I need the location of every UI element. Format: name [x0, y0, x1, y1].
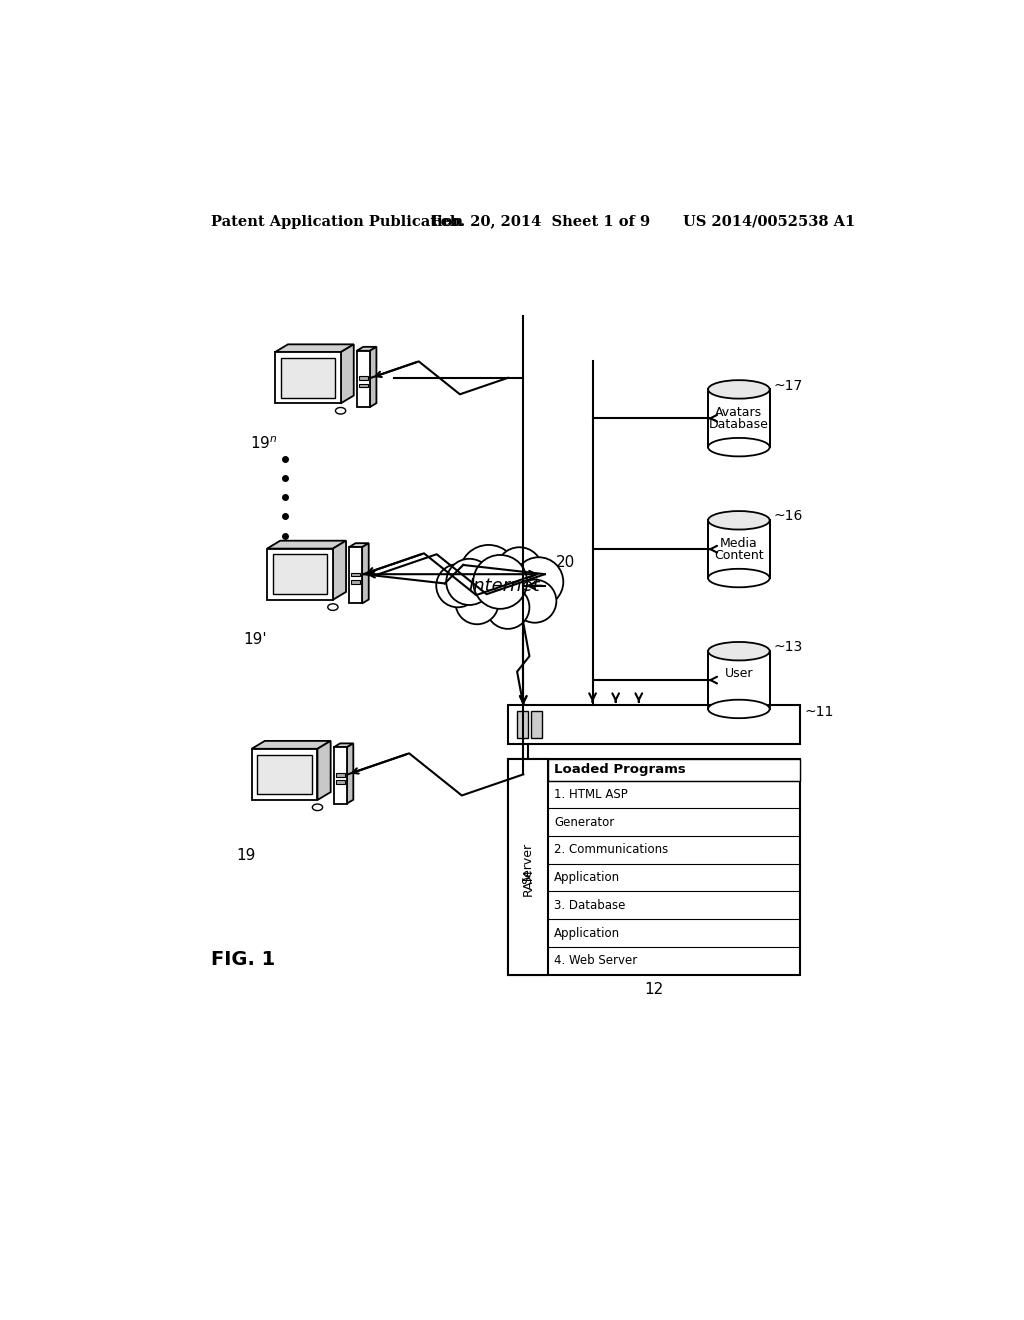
Polygon shape [356, 347, 377, 351]
Bar [252, 748, 317, 800]
Ellipse shape [708, 700, 770, 718]
Text: Media: Media [720, 536, 758, 549]
Ellipse shape [328, 603, 338, 610]
Ellipse shape [708, 569, 770, 587]
Bar [356, 351, 370, 407]
Circle shape [514, 557, 563, 607]
Bar [349, 546, 362, 603]
Bar [274, 352, 341, 404]
Text: 3. Database: 3. Database [554, 899, 626, 912]
Text: User: User [725, 668, 753, 680]
Text: $19^n$: $19^n$ [250, 436, 278, 451]
Text: 1. HTML ASP: 1. HTML ASP [554, 788, 628, 801]
Bar [708, 651, 770, 709]
Bar [548, 759, 801, 780]
Polygon shape [347, 743, 353, 804]
Bar [708, 389, 770, 447]
Text: US 2014/0052538 A1: US 2014/0052538 A1 [683, 215, 856, 228]
Ellipse shape [312, 804, 323, 810]
Text: Application: Application [554, 871, 621, 884]
Bar [351, 573, 360, 577]
Text: ~13: ~13 [773, 640, 803, 655]
Bar [267, 549, 333, 599]
Bar [708, 520, 770, 578]
Polygon shape [317, 741, 331, 800]
Text: RAM: RAM [521, 869, 535, 896]
Polygon shape [362, 544, 369, 603]
Ellipse shape [708, 642, 770, 660]
Bar [272, 554, 327, 594]
Ellipse shape [708, 438, 770, 457]
Bar [508, 759, 801, 974]
Circle shape [436, 564, 479, 607]
Text: ~16: ~16 [773, 510, 803, 524]
Bar [334, 747, 347, 804]
Text: Server: Server [521, 842, 535, 883]
Ellipse shape [336, 408, 346, 414]
Bar [336, 780, 344, 784]
Text: Patent Application Publication: Patent Application Publication [211, 215, 464, 228]
Text: Feb. 20, 2014  Sheet 1 of 9: Feb. 20, 2014 Sheet 1 of 9 [431, 215, 650, 228]
Polygon shape [274, 345, 353, 352]
Polygon shape [334, 743, 353, 747]
Circle shape [446, 558, 493, 605]
Ellipse shape [708, 380, 770, 399]
Text: 19': 19' [244, 632, 267, 647]
Bar [257, 755, 311, 795]
Bar [358, 384, 368, 387]
Polygon shape [252, 741, 331, 748]
Circle shape [513, 579, 556, 623]
Circle shape [473, 554, 527, 609]
Text: FIG. 1: FIG. 1 [211, 949, 275, 969]
Text: Internet: Internet [468, 577, 540, 595]
Text: Application: Application [554, 927, 621, 940]
Bar [281, 358, 335, 397]
Text: ~17: ~17 [773, 379, 803, 392]
Polygon shape [333, 541, 346, 599]
Text: ~11: ~11 [804, 705, 834, 719]
Text: Loaded Programs: Loaded Programs [554, 763, 686, 776]
Text: Generator: Generator [554, 816, 614, 829]
Bar [351, 579, 360, 583]
Polygon shape [349, 544, 369, 546]
Text: Avatars: Avatars [716, 405, 763, 418]
Bar [358, 376, 368, 380]
Circle shape [486, 586, 529, 628]
Bar [508, 705, 801, 743]
Bar [531, 711, 542, 738]
Bar [336, 774, 344, 776]
Text: 12: 12 [644, 982, 664, 998]
Polygon shape [341, 345, 353, 404]
Text: Database: Database [709, 418, 769, 430]
Circle shape [497, 548, 543, 594]
Text: Content: Content [714, 549, 764, 562]
Text: 4. Web Server: 4. Web Server [554, 954, 637, 968]
Bar [517, 711, 528, 738]
Text: 19: 19 [237, 847, 256, 863]
Ellipse shape [708, 511, 770, 529]
Circle shape [460, 545, 518, 603]
Text: 2. Communications: 2. Communications [554, 843, 669, 857]
Bar [508, 759, 548, 974]
Circle shape [456, 581, 499, 624]
Polygon shape [370, 347, 377, 407]
Text: 20: 20 [556, 556, 574, 570]
Polygon shape [267, 541, 346, 549]
